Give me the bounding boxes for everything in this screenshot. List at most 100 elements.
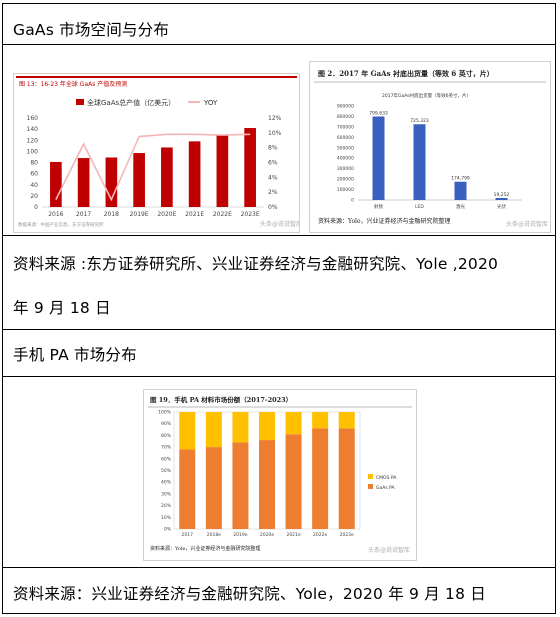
y-tick-label: 0 — [351, 198, 354, 204]
x-tick-label: 2021e — [286, 532, 300, 538]
y-tick-label-left: 40 — [30, 182, 38, 189]
table-divider — [3, 329, 555, 330]
y-tick-label: 10% — [161, 515, 172, 521]
y-tick-label: 30% — [161, 491, 172, 497]
x-tick-label: 2016 — [48, 211, 63, 218]
y-tick-label: 400000 — [337, 156, 354, 162]
x-tick-label: 2019e — [233, 532, 247, 538]
x-tick-label: 2018e — [207, 532, 221, 538]
y-tick-label-left: 20 — [30, 193, 38, 200]
y-tick-label: 600000 — [337, 135, 354, 141]
bar-substrate — [495, 197, 508, 200]
x-tick-label: 2019E — [130, 211, 149, 218]
y-tick-label-left: 0 — [34, 204, 38, 211]
chart1-legend: 全球GaAs总产值（亿美元） YOY — [76, 98, 218, 107]
x-tick-label: 2018 — [104, 211, 119, 218]
chart2-plot: 0 100000 200000 300000 400000 500000 600000 700… — [337, 104, 522, 210]
y-tick-label: 20% — [161, 503, 172, 509]
source-note-pa: 资料来源：兴业证券经济与金融研究院、Yole，2020 年 9 月 18 日 — [13, 585, 487, 603]
y-tick-label: 300000 — [337, 166, 354, 172]
yoy-line — [55, 133, 251, 202]
chart3-watermark: 头条@说说智库 — [368, 546, 410, 554]
bar-gaas-output — [50, 161, 62, 207]
source-note-gaas-line1: 资料来源 :东方证券研究所、兴业证券经济与金融研究院、Yole ,2020 — [13, 255, 499, 273]
y-tick-label-left: 80 — [30, 160, 38, 167]
y-tick-label-left: 60 — [30, 171, 38, 178]
bar-gaas-pa — [312, 428, 329, 529]
bar-gaas-output — [161, 147, 173, 207]
table-divider — [3, 44, 555, 45]
x-tick-label: LED — [415, 204, 424, 210]
y-tick-label: 500000 — [337, 145, 354, 151]
y-tick-label-right: 10% — [268, 130, 282, 137]
section-heading-pa: 手机 PA 市场分布 — [13, 346, 137, 364]
bar-gaas-pa — [179, 449, 196, 529]
bar-gaas-pa — [285, 434, 302, 529]
y-tick-label-right: 8% — [268, 145, 278, 152]
chart1-source: 数据来源：中国产业信息，东方证券研究所 — [18, 221, 104, 228]
y-tick-label: 90% — [161, 421, 172, 427]
x-tick-label: 激光 — [456, 203, 465, 210]
bar-gaas-output — [105, 157, 118, 207]
x-tick-label: 2023e — [340, 532, 354, 538]
y-tick-label: 100000 — [337, 187, 354, 193]
x-tick-label: 2017 — [76, 211, 91, 218]
y-tick-label-left: 120 — [27, 137, 39, 144]
chart-gaas-substrate: 图 2．2017 年 GaAs 衬底出货量（等效 6 英寸，片） 2017年Ga… — [309, 61, 551, 233]
y-tick-label: 800000 — [337, 114, 354, 120]
bar-gaas-output — [244, 128, 256, 207]
y-tick-label: 100% — [158, 410, 172, 416]
bar-cmos-pa — [232, 412, 249, 443]
data-label: 174,799 — [451, 176, 470, 182]
x-tick-label: 2023E — [241, 211, 260, 218]
bar-gaas-output — [188, 141, 201, 207]
chart1-plot: 0 20 40 60 80 100 120 140 160 0% 2% 4% 6% 8% 10% 12% 201… — [27, 115, 282, 218]
x-tick-label: 射频 — [374, 203, 383, 210]
document-table: GaAs 市场空间与分布 图 13：16-23 年全球 GaAs 产值及预测 全… — [2, 3, 556, 614]
bar-gaas-pa — [259, 440, 275, 529]
bar-cmos-pa — [285, 412, 302, 435]
y-tick-label-right: 4% — [268, 174, 278, 181]
x-tick-label: 2017 — [182, 532, 194, 538]
y-tick-label-right: 2% — [268, 189, 278, 196]
bar-cmos-pa — [205, 412, 222, 448]
legend-cmos-swatch — [368, 474, 373, 479]
section-heading-gaas: GaAs 市场空间与分布 — [13, 21, 170, 39]
bar-cmos-pa — [312, 412, 329, 429]
chart-pa-share: 图 19．手机 PA 材料市场份额（2017-2023） 0% 10% 20% 30%… — [143, 389, 417, 561]
x-tick-label: 光伏 — [497, 203, 506, 210]
legend-gaas-label: GaAs PA — [376, 485, 396, 491]
y-tick-label: 900000 — [337, 104, 354, 110]
x-tick-label: 2022e — [313, 532, 327, 538]
bar-gaas-pa — [232, 442, 249, 529]
legend-bar-label: 全球GaAs总产值（亿美元） — [87, 98, 175, 107]
y-tick-label-left: 140 — [27, 126, 39, 133]
data-label: 19,252 — [494, 192, 510, 198]
bar-gaas-output — [216, 134, 229, 207]
x-tick-label: 2020E — [157, 211, 176, 218]
bar-cmos-pa — [338, 412, 355, 429]
chart3-source: 资料来源：Yole，兴业证券经济与金融研究院整理 — [150, 545, 260, 552]
y-tick-label-left: 100 — [27, 148, 39, 155]
chart2-source: 资料来源：Yole，兴业证券经济与金融研究院整理 — [318, 217, 451, 225]
bar-gaas-pa — [205, 447, 222, 529]
y-tick-label: 700000 — [337, 124, 354, 130]
y-tick-label: 80% — [161, 433, 172, 439]
chart2-inner-title: 2017年GaAs衬底出货量（等效6英寸，片） — [382, 92, 471, 99]
bar-cmos-pa — [179, 412, 196, 450]
chart-row-gaas: 图 13：16-23 年全球 GaAs 产值及预测 全球GaAs总产值（亿美元）… — [3, 45, 555, 235]
bar-substrate — [372, 116, 385, 200]
y-tick-label: 60% — [161, 456, 172, 462]
y-tick-label-left: 160 — [27, 115, 39, 122]
x-tick-label: 2022E — [213, 211, 232, 218]
legend-cmos-label: CMOS PA — [376, 475, 397, 481]
legend-line-label: YOY — [203, 99, 218, 107]
chart-gaas-output: 图 13：16-23 年全球 GaAs 产值及预测 全球GaAs总产值（亿美元）… — [13, 73, 300, 233]
chart-row-pa: 图 19．手机 PA 材料市场份额（2017-2023） 0% 10% 20% 30%… — [3, 377, 555, 567]
chart3-legend: CMOS PA GaAs PA — [368, 474, 397, 491]
y-tick-label-right: 12% — [268, 115, 282, 122]
y-tick-label: 0% — [164, 527, 172, 533]
y-tick-label: 40% — [161, 480, 172, 486]
bar-gaas-pa — [338, 428, 355, 529]
legend-gaas-swatch — [368, 484, 373, 489]
